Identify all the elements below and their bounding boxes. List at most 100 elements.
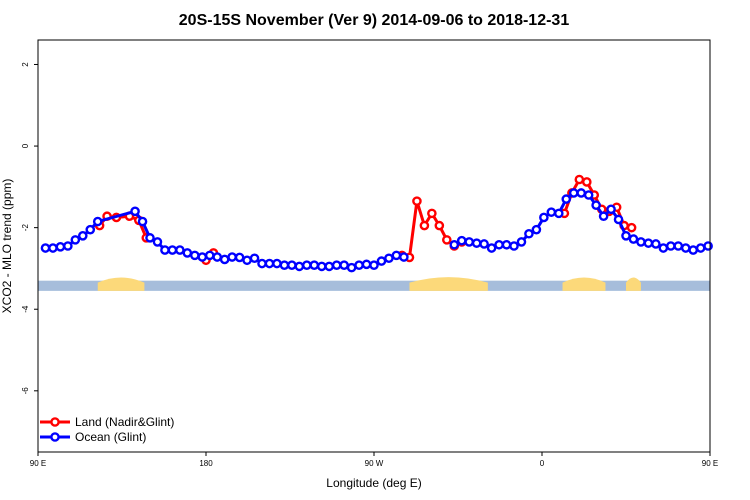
ocean-point — [680, 243, 691, 253]
y-tick-label: -2 — [21, 224, 30, 232]
ocean-point — [339, 260, 349, 270]
ocean-point — [568, 188, 579, 198]
ocean-point — [561, 194, 572, 204]
legend-ocean-label: Ocean (Glint) — [75, 430, 146, 444]
ocean-point — [613, 214, 624, 225]
ocean-point — [554, 208, 564, 219]
ocean-point — [294, 261, 305, 272]
ocean-point — [666, 241, 676, 251]
ocean-point — [583, 190, 594, 200]
ocean-point — [167, 245, 178, 255]
ocean-point — [576, 188, 587, 198]
x-tick-label: 180 — [199, 459, 213, 468]
ocean-point — [227, 252, 237, 262]
ocean-point — [516, 237, 527, 247]
ocean-point — [92, 216, 103, 227]
y-tick-label: -6 — [21, 387, 30, 395]
land-point — [574, 174, 585, 185]
ocean-point — [204, 250, 215, 261]
ocean-point — [494, 239, 504, 250]
ocean-point — [70, 235, 81, 245]
ocean-point — [264, 258, 275, 269]
plot-frame — [37, 39, 711, 453]
ocean-point — [346, 262, 357, 273]
ocean-point — [673, 241, 684, 251]
ocean-point — [524, 228, 534, 239]
ocean-point — [257, 258, 267, 269]
chart-title: 20S-15S November (Ver 9) 2014-09-06 to 2… — [179, 12, 570, 29]
legend: Land (Nadir&Glint)Ocean (Glint) — [40, 415, 174, 444]
land-point — [427, 208, 437, 219]
ocean-point — [287, 260, 297, 270]
ocean-point — [636, 237, 646, 247]
x-tick-label: 90 E — [30, 459, 46, 468]
ocean-point — [152, 237, 163, 247]
ocean-point — [324, 261, 335, 272]
ocean-point — [48, 243, 58, 253]
ocean-point — [331, 260, 342, 270]
y-axis: 2 0 -2 -4 -6 — [21, 62, 38, 395]
surface-band — [38, 277, 710, 291]
x-tick-label: 90 E — [702, 459, 718, 468]
ocean-point — [391, 250, 402, 261]
ocean-point — [145, 233, 155, 243]
ocean-point — [479, 239, 489, 249]
y-tick-label: 0 — [21, 143, 30, 148]
land-band-segment — [562, 277, 606, 291]
land-band-segment — [626, 277, 641, 291]
ocean-point — [501, 239, 512, 250]
land-point — [419, 220, 430, 231]
y-tick-label: 2 — [21, 62, 30, 67]
x-tick-label: 90 W — [365, 459, 384, 468]
land-band-segment — [409, 277, 488, 291]
ocean-point — [85, 224, 96, 235]
ocean-point — [175, 245, 185, 255]
ocean-point — [643, 238, 654, 248]
ocean-point — [598, 211, 609, 222]
ocean-point — [531, 224, 542, 235]
ocean-point — [182, 248, 193, 258]
land-point — [434, 220, 445, 231]
land-point — [412, 196, 422, 206]
ocean-point — [399, 252, 409, 262]
y-tick-label: -4 — [21, 305, 30, 313]
ocean-point — [130, 206, 140, 217]
legend-ocean-marker — [50, 432, 60, 442]
ocean-point — [376, 256, 387, 266]
ocean-point — [249, 253, 260, 264]
x-axis: 90 E 180 90 W 0 90 E — [30, 452, 718, 468]
ocean-point — [63, 241, 73, 251]
ocean-point — [384, 253, 394, 264]
ocean-point — [197, 252, 208, 262]
ocean-point — [55, 242, 66, 252]
ocean-point — [621, 231, 631, 241]
ocean-point — [651, 239, 661, 249]
ocean-point — [361, 259, 372, 270]
ocean-point — [316, 261, 327, 272]
ocean-point — [78, 231, 88, 241]
ocean-point — [354, 260, 364, 270]
y-axis-label: XCO2 - MLO trend (ppm) — [0, 179, 14, 314]
ocean-point — [309, 260, 320, 270]
x-axis-label: Longitude (deg E) — [326, 476, 421, 490]
land-band-segment — [97, 277, 145, 291]
ocean-point — [369, 260, 379, 270]
ocean-point — [539, 212, 549, 223]
legend-land-label: Land (Nadir&Glint) — [75, 415, 174, 429]
ocean-point — [301, 260, 312, 270]
ocean-point — [703, 241, 713, 251]
ocean-point — [658, 243, 669, 253]
x-tick-label: 0 — [540, 459, 545, 468]
ocean-point — [471, 238, 482, 248]
ocean-point — [591, 200, 601, 211]
ocean-point — [212, 252, 222, 262]
ocean-point — [509, 241, 519, 251]
ocean-point — [456, 235, 467, 246]
ocean-point — [160, 245, 170, 255]
ocean-point — [449, 239, 460, 250]
ocean-point — [137, 216, 148, 227]
ocean-point — [234, 252, 245, 263]
ocean-point — [464, 237, 475, 247]
ocean-point — [272, 258, 282, 269]
land-point — [441, 235, 452, 245]
